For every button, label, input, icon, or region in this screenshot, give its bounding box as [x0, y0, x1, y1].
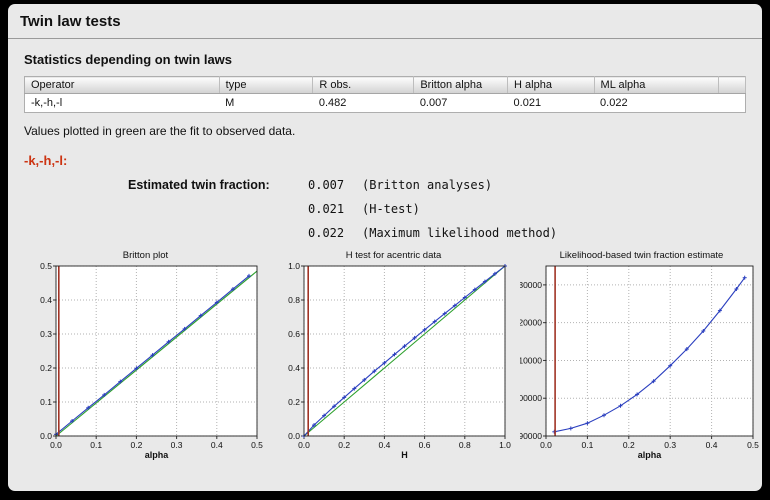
column-header-britton-alpha[interactable]: Britton alpha — [413, 76, 509, 94]
ml-estimate-value: 0.022 — [308, 226, 345, 240]
svg-text:1.0: 1.0 — [499, 440, 511, 450]
svg-text:0.3: 0.3 — [40, 329, 52, 339]
cell-ml-alpha: 0.022 — [594, 93, 719, 113]
ml-estimate-method: (Maximum likelihood method) — [362, 226, 558, 240]
svg-text:0.3: 0.3 — [171, 440, 183, 450]
likelihood-title: Likelihood-based twin fraction estimate — [559, 250, 724, 261]
column-header-r-obs[interactable]: R obs. — [312, 76, 415, 94]
svg-text:alpha: alpha — [145, 450, 170, 460]
column-header-operator[interactable]: Operator — [24, 76, 220, 94]
svg-text:0.0: 0.0 — [298, 440, 310, 450]
estimate-row: 0.022 (Maximum likelihood method) — [128, 226, 746, 240]
svg-text:0.0: 0.0 — [40, 431, 52, 441]
table-header-row: Operator type R obs. Britton alpha H alp… — [24, 76, 746, 94]
svg-text:0.5: 0.5 — [747, 440, 759, 450]
svg-text:1.0: 1.0 — [288, 262, 300, 271]
britton-plot-chart: 0.0 0.1 0.2 0.3 0.4 0.5 0.0 0.1 0.2 0.3 0.4 0.5 alph… — [24, 262, 267, 462]
cell-r-obs: 0.482 — [312, 93, 414, 113]
svg-text:0.5: 0.5 — [251, 440, 263, 450]
table-scroll-corner[interactable] — [718, 76, 746, 94]
svg-text:0.1: 0.1 — [40, 397, 52, 407]
svg-text:0.2: 0.2 — [338, 440, 350, 450]
twin-law-tests-window: Twin law tests Statistics depending on t… — [8, 4, 762, 491]
svg-text:0.8: 0.8 — [459, 440, 471, 450]
estimated-twin-fraction-label: Estimated twin fraction: — [128, 178, 270, 192]
svg-text:0.3: 0.3 — [664, 440, 676, 450]
twin-law-stats-table: Operator type R obs. Britton alpha H alp… — [24, 76, 746, 113]
svg-text:700000: 700000 — [520, 393, 542, 403]
cell-scroll-stub — [718, 93, 746, 113]
estimate-row: 0.021 (H-test) — [128, 202, 746, 216]
svg-text:710000: 710000 — [520, 355, 542, 365]
svg-text:0.2: 0.2 — [40, 363, 52, 373]
svg-text:0.4: 0.4 — [211, 440, 223, 450]
svg-text:0.0: 0.0 — [288, 431, 300, 441]
svg-text:0.8: 0.8 — [288, 295, 300, 305]
svg-text:0.6: 0.6 — [419, 440, 431, 450]
h-test-title: H test for acentric data — [345, 250, 442, 261]
window-titlebar: Twin law tests — [8, 4, 762, 39]
svg-text:0.0: 0.0 — [540, 440, 552, 450]
green-fit-note: Values plotted in green are the fit to o… — [24, 124, 296, 138]
table-row[interactable]: -k,-h,-l M 0.482 0.007 0.021 0.022 — [24, 93, 746, 113]
svg-text:730000: 730000 — [520, 280, 542, 290]
svg-text:690000: 690000 — [520, 431, 542, 441]
britton-plot-panel: Britton plot 0.0 0.1 0.2 0.3 0.4 0.5 0.0 0.1 0.2… — [24, 250, 267, 462]
charts-row: Britton plot 0.0 0.1 0.2 0.3 0.4 0.5 0.0 0.1 0.2… — [24, 250, 759, 462]
svg-text:0.4: 0.4 — [288, 363, 300, 373]
svg-text:0.1: 0.1 — [90, 440, 102, 450]
svg-text:0.0: 0.0 — [50, 440, 62, 450]
h-test-estimate-value: 0.021 — [308, 202, 345, 216]
estimate-row: Estimated twin fraction: 0.007 (Britton … — [128, 178, 746, 192]
column-header-type[interactable]: type — [219, 76, 314, 94]
svg-text:alpha: alpha — [638, 450, 663, 460]
estimated-twin-fraction-block: Estimated twin fraction: 0.007 (Britton … — [128, 178, 746, 240]
twin-law-operator-heading: -k,-h,-l: — [24, 153, 68, 168]
column-header-ml-alpha[interactable]: ML alpha — [594, 76, 720, 94]
likelihood-panel: Likelihood-based twin fraction estimate … — [520, 250, 762, 462]
cell-operator: -k,-h,-l — [24, 93, 220, 113]
britton-estimate-method: (Britton analyses) — [362, 178, 493, 192]
svg-text:0.1: 0.1 — [581, 440, 593, 450]
svg-text:0.4: 0.4 — [706, 440, 718, 450]
svg-text:720000: 720000 — [520, 318, 542, 328]
svg-text:0.4: 0.4 — [40, 295, 52, 305]
h-test-panel: H test for acentric data 0.0 0.2 0.4 0.6 0.8… — [272, 250, 515, 462]
page-title: Twin law tests — [20, 13, 121, 30]
h-test-chart: 0.0 0.2 0.4 0.6 0.8 1.0 0.0 0.2 0.4 0.6 0.8 1.0 H — [272, 262, 515, 462]
svg-text:0.4: 0.4 — [378, 440, 390, 450]
cell-britton-alpha: 0.007 — [413, 93, 508, 113]
cell-type: M — [219, 93, 313, 113]
svg-text:0.2: 0.2 — [130, 440, 142, 450]
britton-plot-title: Britton plot — [122, 250, 169, 261]
svg-text:0.2: 0.2 — [288, 397, 300, 407]
likelihood-chart: 0.0 0.1 0.2 0.3 0.4 0.5 690000 700000 710000 7200… — [520, 262, 762, 462]
svg-text:0.2: 0.2 — [623, 440, 635, 450]
svg-text:0.5: 0.5 — [40, 262, 52, 271]
britton-estimate-value: 0.007 — [308, 178, 345, 192]
svg-text:H: H — [401, 450, 408, 460]
section-heading: Statistics depending on twin laws — [24, 52, 233, 67]
h-test-estimate-method: (H-test) — [362, 202, 420, 216]
main-content: Statistics depending on twin laws Operat… — [8, 39, 762, 462]
column-header-h-alpha[interactable]: H alpha — [507, 76, 595, 94]
cell-h-alpha: 0.021 — [507, 93, 595, 113]
svg-text:0.6: 0.6 — [288, 329, 300, 339]
